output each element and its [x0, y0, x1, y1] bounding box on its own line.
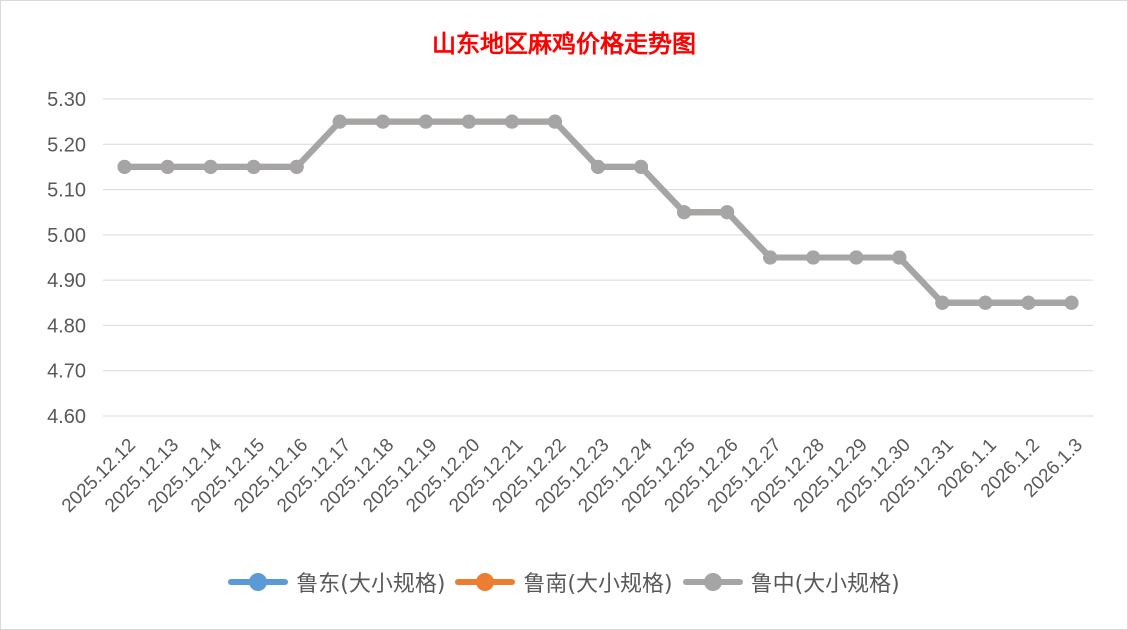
data-point: [849, 250, 864, 265]
gridlines: [103, 98, 1093, 417]
legend-marker-icon: [682, 570, 743, 594]
legend: 鲁东(大小规格) 鲁南(大小规格) 鲁中(大小规格): [0, 566, 1128, 598]
series-line: [121, 118, 1075, 306]
data-point: [117, 159, 132, 174]
data-point: [634, 159, 649, 174]
data-point: [160, 159, 175, 174]
y-tick-label: 5.10: [47, 180, 86, 202]
data-point: [935, 295, 950, 310]
y-tick-label: 4.70: [47, 361, 86, 383]
legend-marker-icon: [228, 570, 289, 594]
y-tick-label: 5.00: [47, 225, 86, 247]
y-tick-label: 4.90: [47, 270, 86, 292]
data-point: [289, 159, 304, 174]
series-group: [117, 114, 1079, 310]
legend-item-lunan[interactable]: 鲁南(大小规格): [455, 566, 673, 598]
legend-label: 鲁东(大小规格): [296, 572, 446, 597]
y-tick-label: 5.30: [47, 89, 86, 111]
y-axis-ticks: 4.60 4.70 4.80 4.90 5.00 5.10 5.20 5.30: [47, 89, 86, 428]
data-point: [892, 250, 907, 265]
data-point: [246, 159, 261, 174]
data-point: [1064, 295, 1079, 310]
legend-label: 鲁南(大小规格): [523, 572, 673, 597]
y-tick-label: 5.20: [47, 134, 86, 156]
legend-item-ludong[interactable]: 鲁东(大小规格): [228, 566, 445, 598]
series-line: [121, 118, 1075, 306]
legend-item-luzhong[interactable]: 鲁中(大小规格): [682, 566, 900, 598]
data-point: [677, 205, 692, 220]
legend-marker-icon: [455, 570, 516, 594]
data-point: [978, 295, 993, 310]
data-point: [375, 114, 390, 129]
y-tick-label: 4.60: [47, 406, 86, 428]
data-point: [332, 114, 347, 129]
data-point: [591, 159, 605, 174]
y-tick-label: 4.80: [47, 315, 86, 337]
series-line: [121, 118, 1075, 306]
data-point: [806, 250, 821, 265]
data-point: [504, 114, 519, 129]
data-point: [1021, 295, 1036, 310]
legend-label: 鲁中(大小规格): [750, 572, 900, 597]
series-3: [117, 114, 1079, 310]
data-point: [461, 114, 476, 129]
data-point: [418, 114, 433, 129]
x-axis-ticks: 2025.12.122025.12.132025.12.142025.12.15…: [58, 434, 1087, 516]
data-point: [547, 114, 562, 129]
data-point: [763, 250, 778, 265]
chart-title: 山东地区麻鸡价格走势图: [432, 29, 696, 58]
data-point: [720, 205, 735, 220]
data-point: [203, 159, 218, 174]
